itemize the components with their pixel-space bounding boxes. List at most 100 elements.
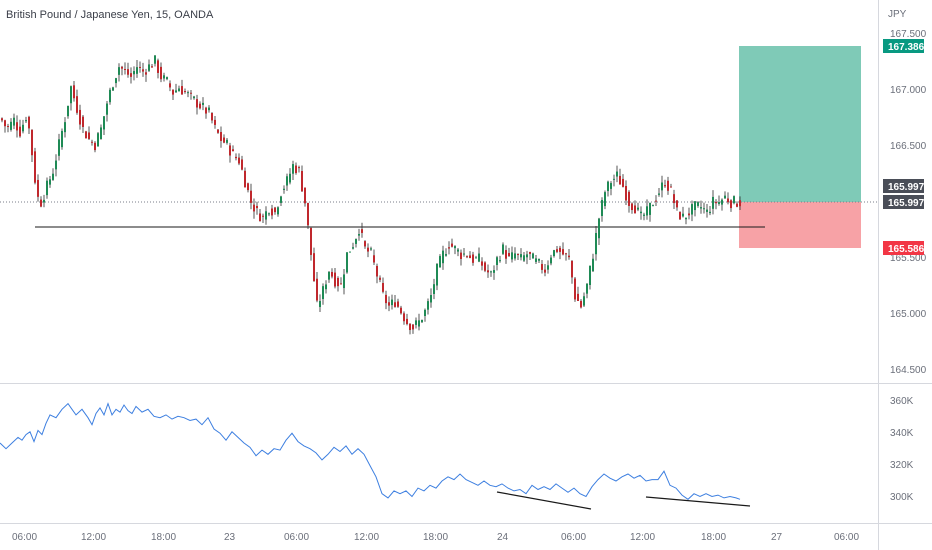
candle-body[interactable] — [646, 206, 648, 216]
candle-body[interactable] — [583, 296, 585, 306]
candle-body[interactable] — [226, 139, 228, 143]
candle-body[interactable] — [505, 250, 507, 259]
candle-body[interactable] — [424, 309, 426, 317]
candle-body[interactable] — [223, 137, 225, 143]
candle-body[interactable] — [736, 203, 738, 207]
candle-body[interactable] — [196, 99, 198, 108]
candle-body[interactable] — [61, 130, 63, 148]
candle-body[interactable] — [589, 265, 591, 285]
candle-body[interactable] — [22, 124, 24, 132]
candle-body[interactable] — [235, 156, 237, 159]
candle-body[interactable] — [706, 209, 708, 212]
candle-body[interactable] — [619, 175, 621, 185]
candle-body[interactable] — [289, 173, 291, 183]
candle-body[interactable] — [46, 180, 48, 196]
candle-body[interactable] — [94, 142, 96, 151]
candle-body[interactable] — [283, 188, 285, 190]
candle-body[interactable] — [487, 270, 489, 273]
candle-body[interactable] — [547, 265, 549, 270]
candle-body[interactable] — [100, 127, 102, 139]
candle-body[interactable] — [700, 207, 702, 209]
candle-body[interactable] — [118, 67, 120, 75]
candle-body[interactable] — [598, 218, 600, 239]
candle-body[interactable] — [463, 253, 465, 255]
candle-body[interactable] — [34, 151, 36, 183]
divergence-line-1[interactable] — [496, 491, 592, 510]
candle-body[interactable] — [454, 246, 456, 249]
candle-body[interactable] — [556, 249, 558, 252]
candle-body[interactable] — [457, 249, 459, 252]
candle-body[interactable] — [730, 200, 732, 209]
candle-body[interactable] — [247, 183, 249, 191]
candle-body[interactable] — [55, 160, 57, 170]
candle-body[interactable] — [43, 199, 45, 203]
candle-body[interactable] — [418, 320, 420, 327]
candle-body[interactable] — [694, 201, 696, 211]
candle-body[interactable] — [691, 204, 693, 215]
candle-body[interactable] — [376, 265, 378, 277]
candle-body[interactable] — [322, 286, 324, 300]
candle-body[interactable] — [250, 190, 252, 203]
candle-body[interactable] — [145, 72, 147, 75]
candle-body[interactable] — [82, 116, 84, 127]
candle-body[interactable] — [529, 251, 531, 254]
candle-body[interactable] — [181, 86, 183, 95]
candle-body[interactable] — [604, 192, 606, 207]
candle-body[interactable] — [136, 67, 138, 74]
candle-body[interactable] — [373, 255, 375, 263]
candle-body[interactable] — [451, 243, 453, 247]
candle-body[interactable] — [676, 200, 678, 208]
candle-body[interactable] — [655, 200, 657, 202]
candle-body[interactable] — [364, 241, 366, 247]
candle-body[interactable] — [427, 301, 429, 310]
candle-body[interactable] — [28, 116, 30, 129]
candle-body[interactable] — [517, 254, 519, 256]
candle-body[interactable] — [49, 179, 51, 185]
candle-body[interactable] — [640, 211, 642, 214]
candle-body[interactable] — [139, 66, 141, 68]
candle-body[interactable] — [385, 294, 387, 304]
candle-body[interactable] — [112, 87, 114, 91]
candle-body[interactable] — [334, 272, 336, 287]
candle-body[interactable] — [328, 271, 330, 280]
candle-body[interactable] — [493, 270, 495, 273]
candle-body[interactable] — [349, 251, 351, 253]
candle-body[interactable] — [301, 170, 303, 192]
candle-body[interactable] — [502, 244, 504, 254]
candle-body[interactable] — [397, 301, 399, 307]
candle-body[interactable] — [625, 185, 627, 201]
candle-body[interactable] — [565, 253, 567, 255]
candle-body[interactable] — [394, 302, 396, 307]
candle-body[interactable] — [673, 194, 675, 204]
candle-body[interactable] — [340, 283, 342, 285]
candle-body[interactable] — [187, 92, 189, 94]
candle-body[interactable] — [19, 126, 21, 137]
candle-body[interactable] — [256, 205, 258, 209]
loss-zone[interactable] — [739, 202, 861, 248]
candle-body[interactable] — [346, 252, 348, 273]
candle-body[interactable] — [31, 129, 33, 156]
candle-body[interactable] — [331, 272, 333, 277]
candle-body[interactable] — [490, 271, 492, 273]
candle-body[interactable] — [631, 203, 633, 211]
candle-body[interactable] — [652, 205, 654, 207]
candle-body[interactable] — [520, 254, 522, 258]
candle-body[interactable] — [169, 83, 171, 88]
profit-zone[interactable] — [739, 46, 861, 202]
candle-body[interactable] — [688, 213, 690, 216]
candle-body[interactable] — [211, 112, 213, 121]
candle-body[interactable] — [103, 116, 105, 130]
candle-body[interactable] — [421, 319, 423, 323]
candle-body[interactable] — [124, 69, 126, 71]
candle-body[interactable] — [682, 213, 684, 217]
candle-body[interactable] — [85, 131, 87, 139]
candle-body[interactable] — [205, 107, 207, 114]
candle-body[interactable] — [160, 66, 162, 80]
candle-body[interactable] — [406, 318, 408, 325]
candle-body[interactable] — [580, 300, 582, 308]
candle-body[interactable] — [634, 205, 636, 214]
candle-body[interactable] — [637, 207, 639, 210]
candle-body[interactable] — [217, 129, 219, 133]
candle-body[interactable] — [79, 109, 81, 125]
candle-body[interactable] — [622, 178, 624, 187]
